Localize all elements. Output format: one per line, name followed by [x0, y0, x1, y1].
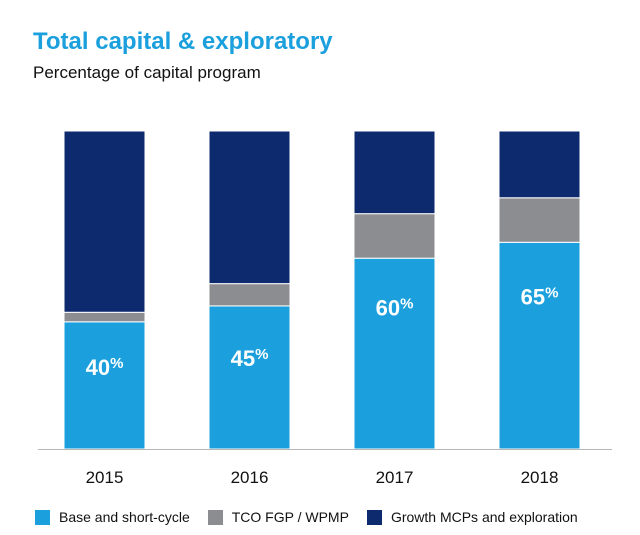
x-tick-label-2015: 2015 [86, 468, 124, 487]
legend-swatch-base [35, 509, 50, 525]
bar-base-2018 [498, 241, 581, 450]
bar-base-2016 [208, 305, 291, 450]
bar-base-2015 [63, 321, 146, 450]
x-tick-label-2018: 2018 [521, 468, 559, 487]
bar-tco-2018 [498, 197, 581, 243]
legend-item-growth: Growth MCPs and exploration [366, 509, 578, 525]
data-label-2017: 60% [376, 295, 414, 320]
x-tick-label-2016: 2016 [231, 468, 269, 487]
legend-label-base: Base and short-cycle [59, 509, 190, 525]
data-label-2018: 65% [521, 284, 559, 309]
legend-item-base: Base and short-cycle [35, 509, 190, 525]
legend-label-growth: Growth MCPs and exploration [390, 509, 578, 525]
bar-growth-2018 [498, 130, 581, 199]
bar-growth-2016 [208, 130, 291, 285]
legend-item-tco: TCO FGP / WPMP [207, 509, 349, 525]
chart-title: Total capital & exploratory [33, 28, 333, 55]
x-tick-label-2017: 2017 [376, 468, 414, 487]
bar-growth-2015 [63, 130, 146, 313]
legend-label-tco: TCO FGP / WPMP [231, 509, 349, 525]
bar-tco-2016 [208, 283, 291, 307]
data-label-2016: 45% [231, 346, 269, 371]
legend-swatch-tco [207, 509, 223, 525]
legend: Base and short-cycle TCO FGP / WPMP Grow… [35, 509, 578, 525]
bar-base-2017 [353, 257, 436, 450]
legend-swatch-growth [366, 509, 382, 525]
data-label-2015: 40% [86, 355, 124, 380]
chart-subtitle: Percentage of capital program [33, 63, 261, 82]
bar-tco-2015 [63, 311, 146, 323]
bar-growth-2017 [353, 130, 436, 215]
stacked-bar-chart: 40% 2015 45% 2016 60% 2017 65% 2018 [38, 130, 612, 487]
bar-tco-2017 [353, 213, 436, 259]
